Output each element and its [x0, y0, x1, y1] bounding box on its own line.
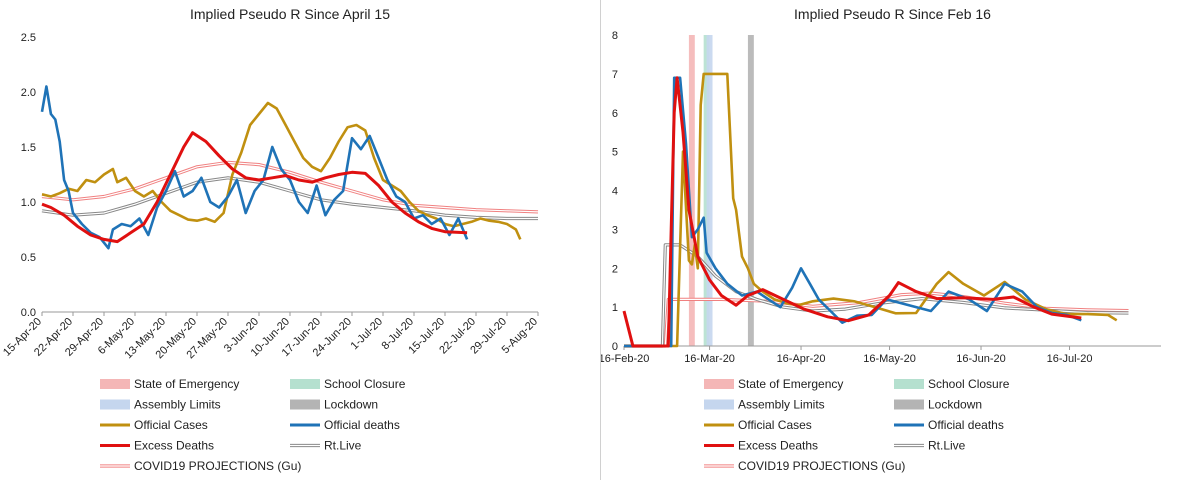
- legend-label-rt-live: Rt.Live: [928, 439, 966, 453]
- legend-swatch-assembly-limits: [704, 399, 734, 410]
- y-tick-label: 2.0: [21, 87, 36, 99]
- band-assembly-limits: [706, 35, 713, 346]
- legend-swatch-state-of-emergency: [704, 379, 734, 389]
- legend-label-assembly-limits: Assembly Limits: [134, 398, 221, 412]
- series-line-covid19-projections-gu-: [41, 160, 539, 214]
- y-tick-label: 0.0: [21, 307, 36, 319]
- series-line-inner-rt-live: [41, 177, 538, 220]
- legend-swatch-state-of-emergency: [100, 379, 130, 389]
- series-line-inner-covid19-projections-gu-: [41, 161, 539, 213]
- legend-label-state-of-emergency: State of Emergency: [134, 377, 239, 391]
- x-tick-label: 16-Jul-20: [1047, 353, 1093, 365]
- series-line-covid19-projections-gu-: [624, 291, 1129, 348]
- band-state-of-emergency: [688, 35, 695, 346]
- legend-swatch-assembly-limits: [100, 399, 130, 410]
- chart-panel-left: Implied Pseudo R Since April 15 0.0 0.5 1.0…: [1, 6, 540, 473]
- y-tick-label: 4: [612, 186, 618, 198]
- legend-label-school-closure: School Closure: [324, 377, 406, 391]
- x-tick-label: 16-Apr-20: [777, 353, 826, 365]
- legend-label-official-deaths: Official deaths: [928, 418, 1004, 432]
- legend-label-lockdown: Lockdown: [928, 398, 982, 412]
- y-tick-label: 0: [612, 341, 618, 353]
- x-tick-label: 16-Feb-20: [601, 353, 649, 365]
- y-tick-label: 5: [612, 147, 618, 159]
- series-line-inner-rt-live: [624, 244, 1129, 347]
- y-tick-label: 1.0: [21, 197, 36, 209]
- y-tick-label: 1.5: [21, 142, 36, 154]
- band-lockdown: [747, 35, 754, 346]
- y-tick-label: 6: [612, 108, 618, 120]
- series-line-official-deaths: [624, 76, 1082, 348]
- legend-label-excess-deaths: Excess Deaths: [134, 439, 214, 453]
- series-line-excess-deaths: [622, 76, 1082, 348]
- series-line-excess-deaths: [41, 131, 468, 244]
- legend-label-official-cases: Official Cases: [134, 418, 208, 432]
- legend-label-school-closure: School Closure: [928, 377, 1010, 391]
- legend-label-covid19-projections-gu-: COVID19 PROJECTIONS (Gu): [738, 459, 905, 473]
- y-tick-label: 1: [612, 302, 618, 314]
- x-tick-label: 16-Jun-20: [956, 353, 1006, 365]
- legend-swatch-lockdown: [894, 399, 924, 410]
- series-line-official-cases: [624, 72, 1118, 348]
- chart-title: Implied Pseudo R Since April 15: [190, 6, 390, 22]
- y-tick-label: 8: [612, 30, 618, 42]
- series-line-official-deaths: [40, 85, 469, 250]
- legend-label-assembly-limits: Assembly Limits: [738, 398, 825, 412]
- legend-label-official-cases: Official Cases: [738, 418, 812, 432]
- legend-label-covid19-projections-gu-: COVID19 PROJECTIONS (Gu): [134, 459, 301, 473]
- legend-label-rt-live: Rt.Live: [324, 439, 362, 453]
- y-tick-label: 7: [612, 69, 618, 81]
- x-tick-label: 16-May-20: [863, 353, 916, 365]
- x-tick-label: 16-Mar-20: [684, 353, 735, 365]
- legend-label-official-deaths: Official deaths: [324, 418, 400, 432]
- band-school-closure: [703, 35, 710, 346]
- legend-label-lockdown: Lockdown: [324, 398, 378, 412]
- y-tick-label: 2: [612, 263, 618, 275]
- chart-title: Implied Pseudo R Since Feb 16: [794, 6, 991, 22]
- chart-right: Implied Pseudo R Since Feb 16 0 1 2 3 4 5 6 7 8 16…: [601, 6, 1161, 473]
- y-tick-label: 0.5: [21, 252, 36, 264]
- series-line-rt-live: [41, 176, 538, 221]
- y-tick-label: 2.5: [21, 32, 36, 44]
- legend-swatch-lockdown: [290, 399, 320, 410]
- legend-swatch-school-closure: [290, 379, 320, 389]
- legend-label-excess-deaths: Excess Deaths: [738, 439, 818, 453]
- chart-left: Implied Pseudo R Since April 15 0.0 0.5 1.0…: [1, 6, 540, 473]
- x-tick-label: 1-Jul-20: [349, 316, 386, 353]
- legend-label-state-of-emergency: State of Emergency: [738, 377, 843, 391]
- legend-swatch-school-closure: [894, 379, 924, 389]
- y-tick-label: 3: [612, 224, 618, 236]
- chart-panel-right: Implied Pseudo R Since Feb 16 0 1 2 3 4 5 6 7 8 16…: [600, 0, 1200, 480]
